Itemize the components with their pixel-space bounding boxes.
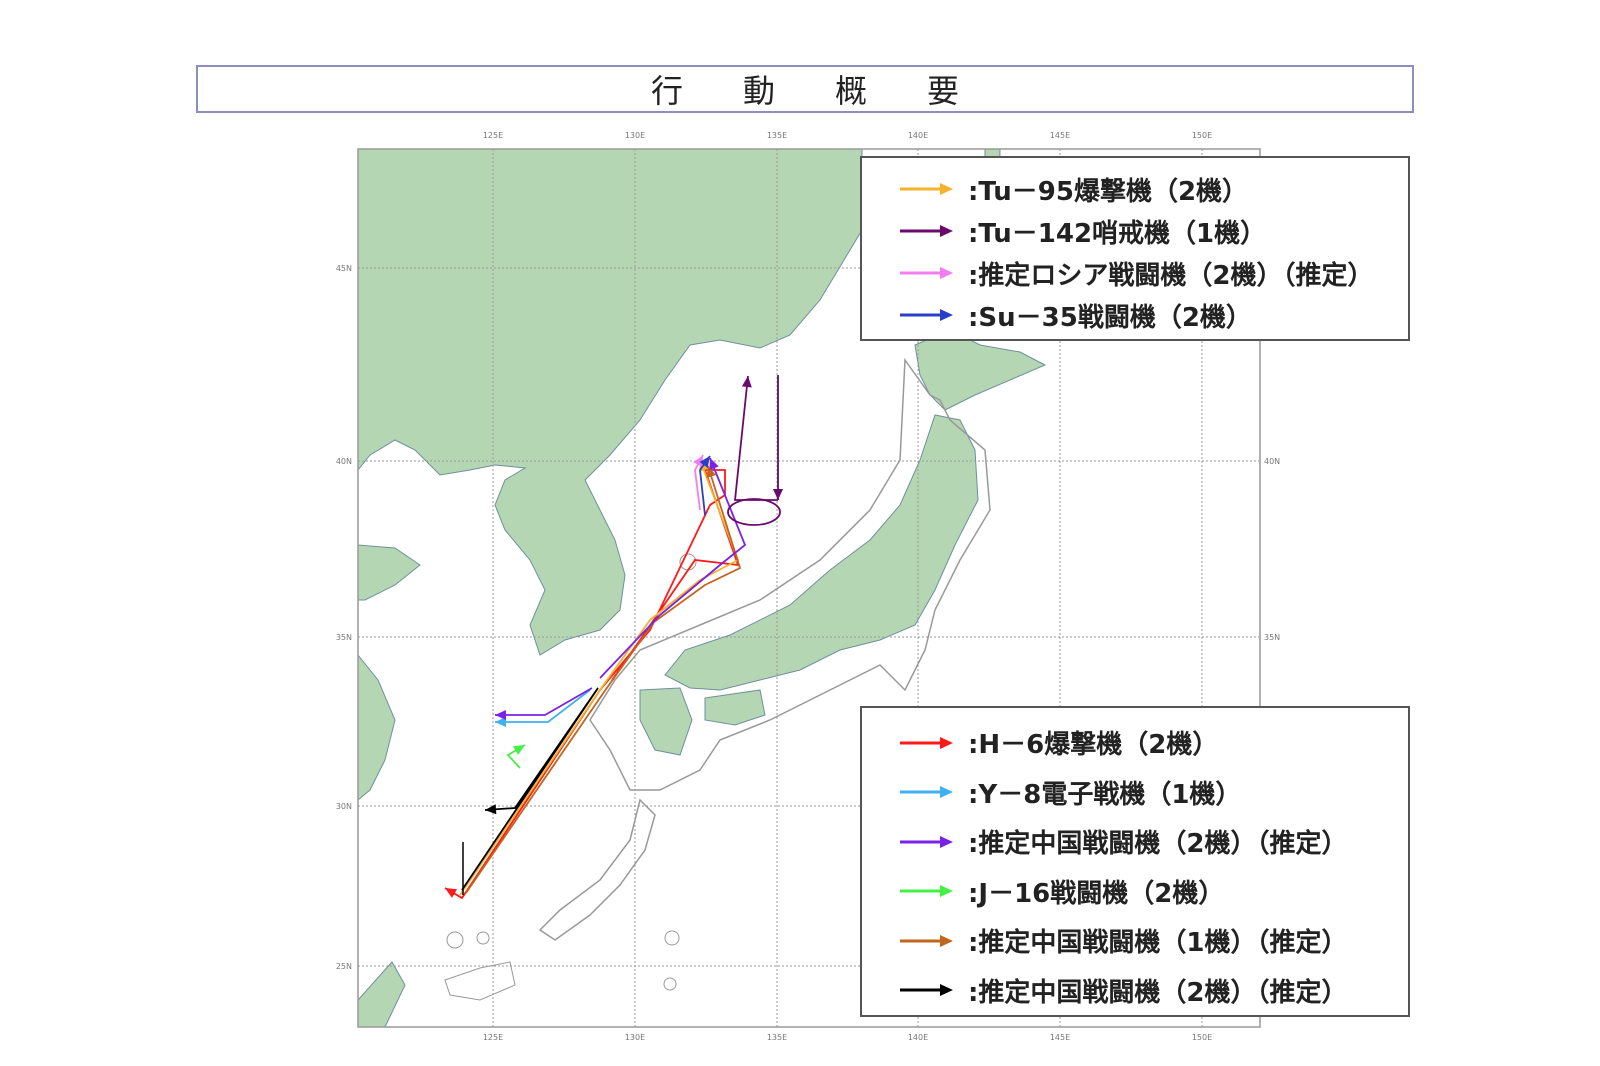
island-outline [663, 977, 677, 991]
arrow-icon [900, 786, 953, 799]
longitude-tick: 125E [483, 131, 503, 140]
path-china-fighter-c [461, 687, 599, 891]
legend-item: :推定中国戦闘機（1機）（推定） [898, 916, 1408, 966]
land-shikoku [704, 689, 766, 726]
land-asia-mainland [358, 149, 863, 656]
map-frame [357, 148, 1261, 1028]
longitude-tick: 135E [767, 131, 787, 140]
island-outline [444, 961, 516, 1001]
ryukyu-outline [538, 798, 656, 941]
longitude-tick: 130E [625, 1033, 645, 1042]
longitude-tick: 150E [1192, 131, 1212, 140]
land-honshu [664, 414, 979, 691]
arrow-icon [900, 885, 953, 898]
arrow-icon [900, 835, 953, 848]
legend-item: :推定ロシア戦闘機（2機）（推定） [898, 252, 1408, 294]
path-tu142-patrol-arrowhead [773, 489, 783, 500]
longitude-tick: 125E [483, 1033, 503, 1042]
legend-item: :推定中国戦闘機（2機）（推定） [898, 966, 1408, 1016]
path-china-fighter-a2-arrowhead [709, 458, 719, 471]
path-su35-fighter-arrowhead [699, 456, 710, 468]
arrow-icon [900, 984, 953, 997]
legend-label: :Tu－142哨戒機（1機） [968, 218, 1267, 249]
longitude-tick: 135E [767, 1033, 787, 1042]
path-y8-ew [495, 689, 591, 723]
latitude-tick: 35N [1264, 633, 1280, 642]
land-taiwan [358, 961, 406, 1027]
longitude-tick: 130E [625, 131, 645, 140]
arrow-icon [900, 267, 953, 279]
land [358, 149, 1047, 1027]
legend-item: :J－16戦闘機（2機） [898, 867, 1408, 917]
longitude-tick: 150E [1192, 1033, 1212, 1042]
legend-label: :推定中国戦闘機（2機）（推定） [968, 829, 1348, 860]
path-russia-fighter-arrowhead [693, 455, 703, 468]
path-china-fighter-a-arrowhead [495, 710, 506, 720]
latitude-tick: 40N [336, 457, 352, 466]
legend-label: :Y－8電子戦機（1機） [968, 779, 1242, 810]
path-china-fighter-b-arrowhead [706, 466, 717, 478]
latitude-tick: 35N [336, 633, 352, 642]
longitude-tick: 140E [908, 131, 928, 140]
latitude-tick: 45N [336, 264, 352, 273]
arrow-icon [900, 934, 953, 947]
latitude-tick: 40N [1264, 457, 1280, 466]
land-kyushu [639, 687, 693, 756]
page-title: 行動概要 [650, 72, 1019, 110]
arrow-icon [900, 309, 953, 321]
path-china-fighter-a2 [599, 457, 747, 679]
legend-item: :Tu－142哨戒機（1機） [898, 210, 1408, 252]
flight-paths [444, 375, 783, 900]
legend-label: :Su－35戦闘機（2機） [968, 302, 1252, 333]
legend-china: :H－6爆撃機（2機） :Y－8電子戦機（1機） :推定中国戦闘機（2機）（推定）:… [860, 706, 1410, 1017]
legend-label: :推定ロシア戦闘機（2機）（推定） [968, 260, 1374, 291]
land-shandong [358, 544, 421, 601]
legend-label: :Tu－95爆撃機（2機） [968, 176, 1249, 207]
path-j16-fighter-arrowhead [512, 745, 525, 755]
island-outline [664, 930, 680, 946]
legend-item: :推定中国戦闘機（2機）（推定） [898, 817, 1408, 867]
title-box: 行動概要 [196, 65, 1414, 113]
path-h6-bomber-arrowhead [445, 888, 458, 898]
arrow-icon [900, 736, 953, 749]
path-y8-ew-arrowhead [495, 717, 506, 727]
legend-label: :H－6爆撃機（2機） [968, 730, 1219, 761]
island-outline [476, 931, 490, 945]
path-china-fighter-b [465, 465, 742, 894]
legend-item: :Y－8電子戦機（1機） [898, 768, 1408, 818]
longitude-tick: 145E [1050, 1033, 1070, 1042]
longitude-tick: 140E [908, 1033, 928, 1042]
legend-label: :推定中国戦闘機（1機）（推定） [968, 928, 1348, 959]
legend-item: :Su－35戦闘機（2機） [898, 294, 1408, 336]
arrow-icon [900, 225, 953, 237]
legend-label: :推定中国戦闘機（2機）（推定） [968, 977, 1348, 1008]
path-tu142-patrol-return-arrowhead [741, 376, 752, 388]
island-outline [446, 931, 464, 949]
legend-item: :H－6爆撃機（2機） [898, 718, 1408, 768]
airspace-outline [589, 357, 991, 791]
latitude-tick: 25N [336, 962, 352, 971]
path-china-fighter-c-arrowhead [485, 804, 497, 815]
latitude-tick: 30N [336, 802, 352, 811]
longitude-tick: 145E [1050, 131, 1070, 140]
path-china-fighter-a [495, 687, 593, 716]
land-china-south [358, 654, 396, 801]
arrow-icon [900, 183, 953, 195]
legend-item: :Tu－95爆撃機（2機） [898, 168, 1408, 210]
legend-label: :J－16戦闘機（2機） [968, 878, 1225, 909]
legend-russia: :Tu－95爆撃機（2機） :Tu－142哨戒機（1機） :推定ロシア戦闘機（2機）… [860, 156, 1410, 341]
path-tu142-orbit [727, 498, 781, 526]
